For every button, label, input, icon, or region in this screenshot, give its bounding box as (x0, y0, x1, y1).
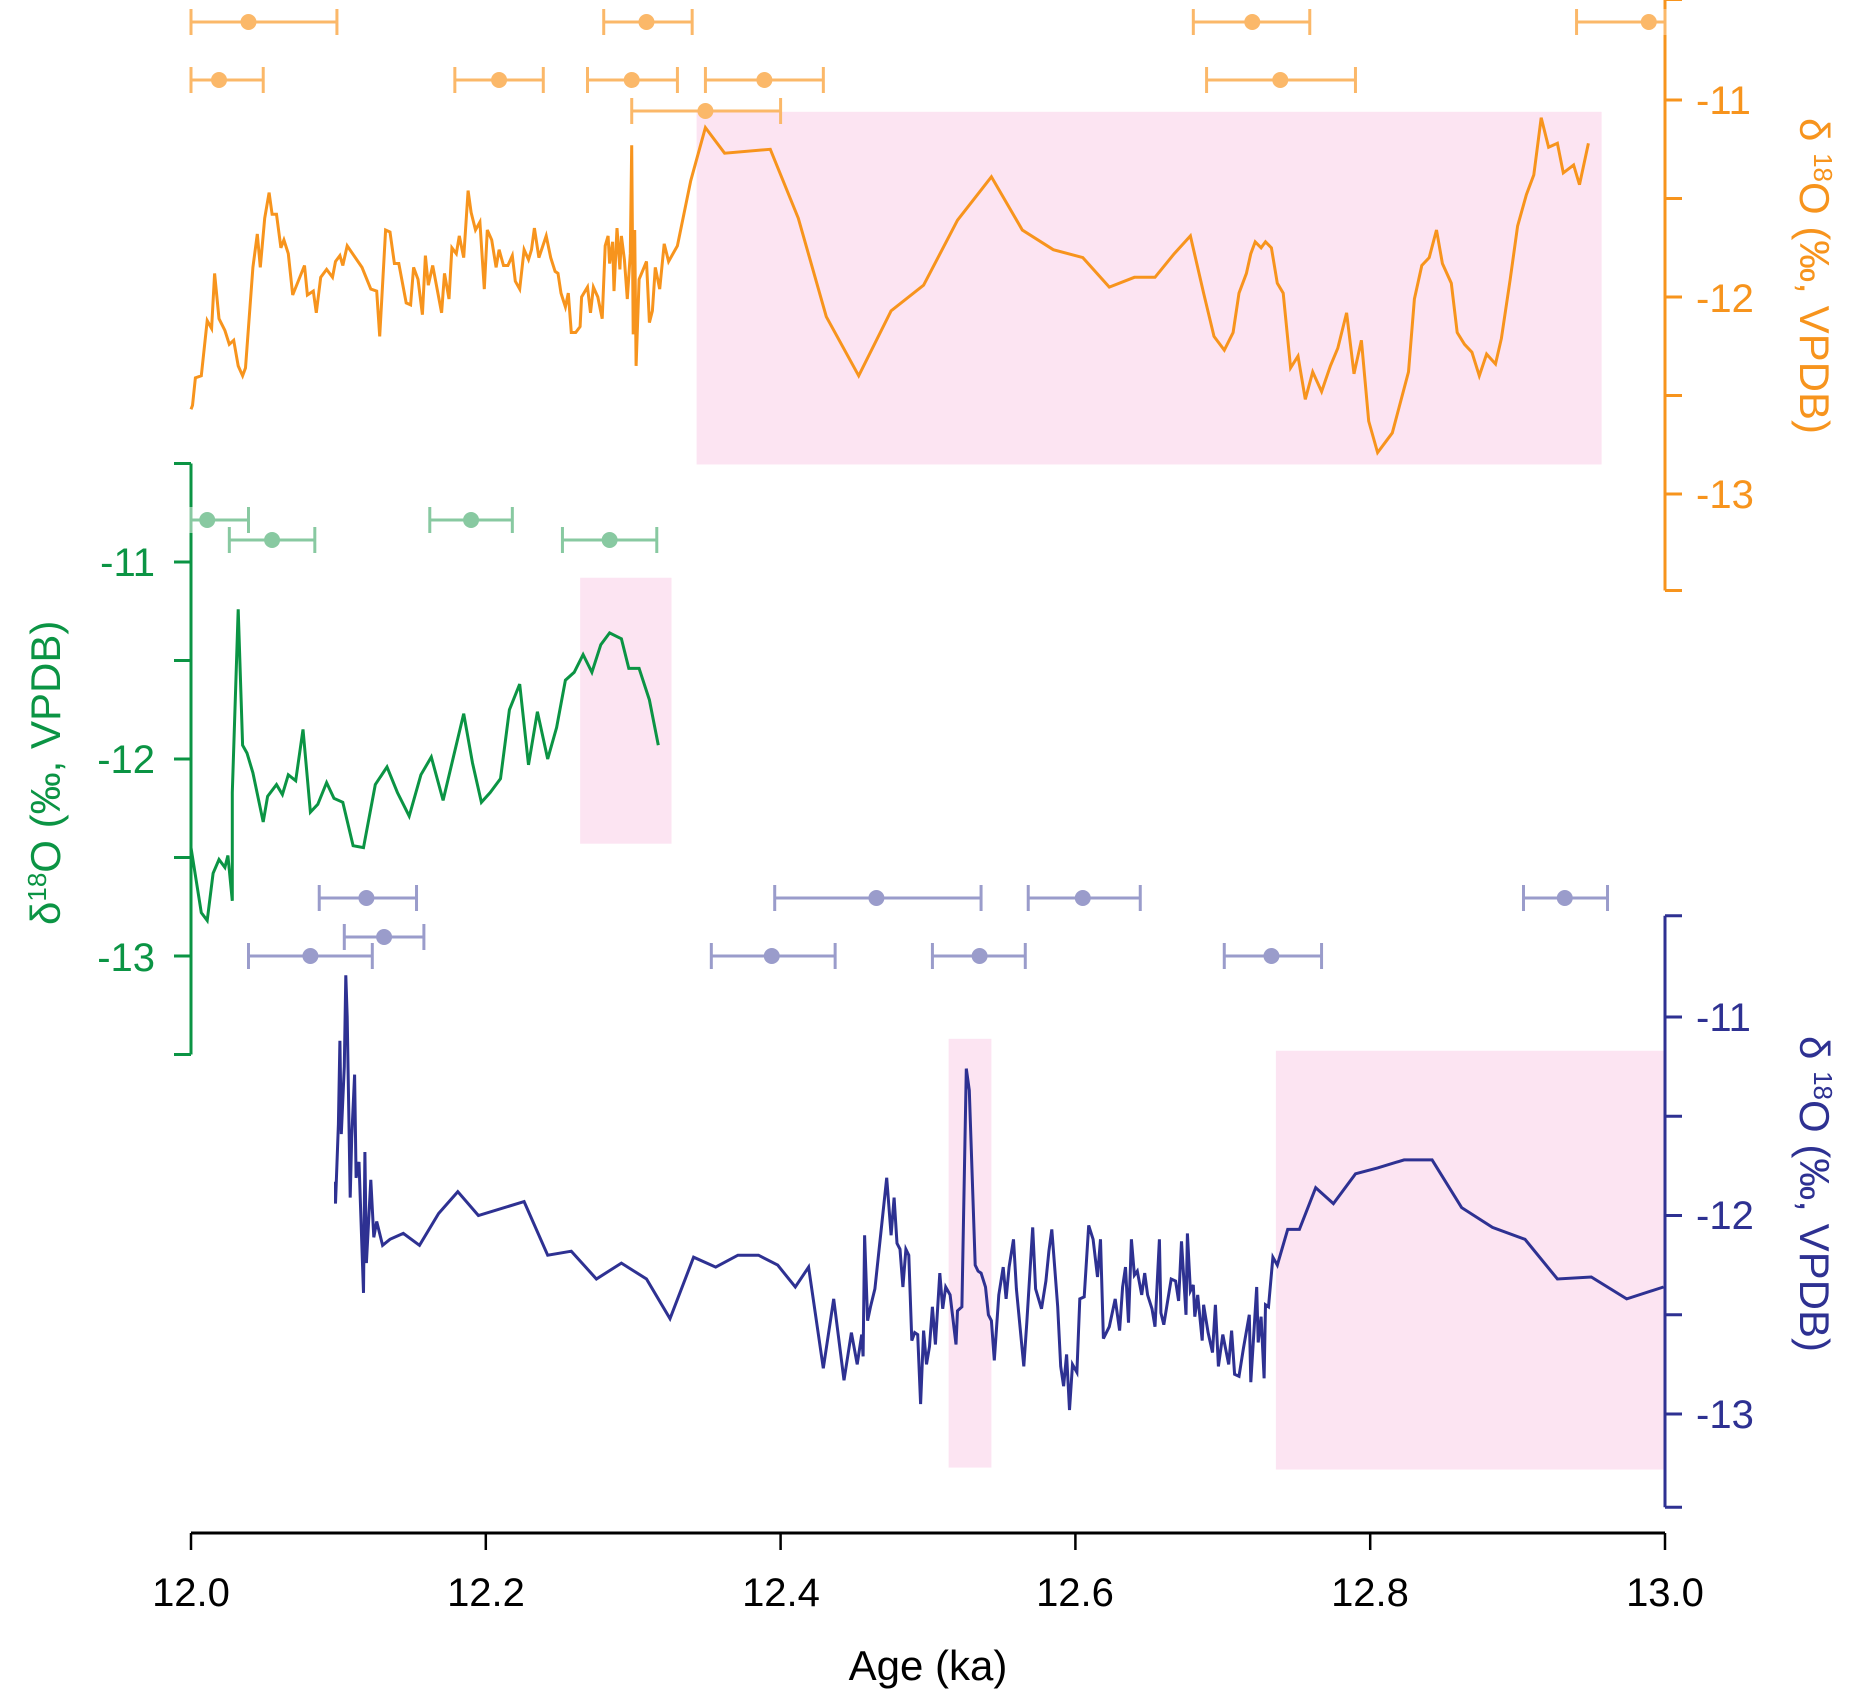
navy-y-tick-label: -11 (1696, 996, 1751, 1040)
x-tick-label: 12.2 (447, 1571, 525, 1615)
axes (174, 0, 1682, 1550)
orange-y-tick-label: -12 (1696, 277, 1754, 321)
green-record-line (189, 609, 660, 925)
x-axis: 12.0 12.2 12.4 12.6 12.8 13.0 Age (ka) (152, 1571, 1704, 1689)
orange-record-dating-point (638, 14, 655, 30)
series-lines (189, 117, 1664, 1411)
navy-record-highlight-box (1275, 1050, 1665, 1470)
green-record-dating-point (463, 512, 480, 528)
orange-y-axis-title: δ 18O (‰, VPDB) (1791, 118, 1838, 434)
navy-record-dating-point (763, 948, 780, 964)
navy-record-dating-point (1556, 890, 1573, 906)
x-tick-label: 12.0 (152, 1571, 230, 1615)
navy-y-tick-label: -13 (1696, 1393, 1754, 1437)
orange-record-dating-point (1244, 14, 1261, 30)
green-y-axis-title: δ18O (‰, VPDB) (22, 621, 69, 925)
x-tick-label: 13.0 (1626, 1571, 1704, 1615)
x-tick-label: 12.6 (1036, 1571, 1114, 1615)
navy-record-line (334, 975, 1664, 1411)
green-y-axis: -11 -12 -13 δ18O (‰, VPDB) (22, 541, 155, 980)
navy-y-axis-title: δ 18O (‰, VPDB) (1791, 1036, 1838, 1352)
navy-record-dating-point (868, 890, 885, 906)
orange-record-dating-point (623, 72, 640, 88)
navy-y-axis: -11 -12 -13 δ 18O (‰, VPDB) (1696, 996, 1838, 1437)
orange-record-dating-point (697, 103, 714, 119)
green-record-dating-point (199, 512, 216, 528)
navy-record-dating-point (1074, 890, 1091, 906)
orange-record-dating-point (1272, 72, 1289, 88)
x-axis-title: Age (ka) (849, 1642, 1008, 1689)
highlight-boxes (580, 111, 1665, 1470)
orange-record-dating-point (1640, 14, 1657, 30)
orange-record-dating-point (491, 72, 508, 88)
navy-y-tick-label: -12 (1696, 1194, 1754, 1238)
green-record-dating-point (601, 532, 618, 548)
navy-record-dating-point (302, 948, 319, 964)
orange-y-tick-label: -13 (1696, 473, 1754, 517)
green-y-tick-label: -13 (97, 936, 155, 980)
x-tick-label: 12.4 (742, 1571, 820, 1615)
orange-y-axis: -11 -12 -13 δ 18O (‰, VPDB) (1696, 79, 1838, 517)
orange-record-dating-point (240, 14, 257, 30)
orange-record-dating-point (756, 72, 773, 88)
green-y-tick-label: -11 (100, 541, 155, 585)
dating-points (189, 9, 1667, 969)
orange-record-highlight-box (696, 111, 1602, 465)
navy-record-dating-point (358, 890, 375, 906)
orange-record-dating-point (211, 72, 228, 88)
navy-record-dating-point (1263, 948, 1280, 964)
x-tick-label: 12.8 (1331, 1571, 1409, 1615)
orange-y-tick-label: -11 (1696, 79, 1751, 123)
navy-record-dating-point (971, 948, 988, 964)
orange-record-line (189, 117, 1590, 456)
green-record-dating-point (264, 532, 281, 548)
navy-record-dating-point (376, 929, 393, 945)
green-y-tick-label: -12 (97, 738, 155, 782)
green-record-highlight-box (580, 577, 672, 844)
